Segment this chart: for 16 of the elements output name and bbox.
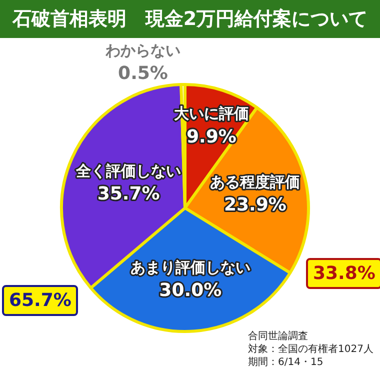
data-label: 30.0% (159, 280, 222, 302)
text: 33.8% (306, 258, 380, 289)
data-label: 23.9% (224, 194, 286, 216)
text: 65.7% (2, 285, 78, 316)
data-label: 0.5% (118, 63, 168, 84)
text: 期間：6/14・15 (248, 356, 324, 369)
data-label: 9.9% (186, 126, 236, 148)
data-label: 35.7% (97, 184, 160, 205)
slice-label: ある程度評価 (210, 172, 300, 191)
slice-label: 全く評価しない (75, 162, 182, 180)
chart-title: 石破首相表明 現金2万円給付案について (0, 0, 380, 38)
slice-label: 大いに評価 (174, 104, 249, 123)
slice-label: あまり評価しない (130, 258, 250, 276)
text: 合同世論調査 (248, 330, 309, 343)
text: 対象：全国の有権者1027人 (248, 343, 374, 356)
slice-label: わからない (104, 41, 180, 60)
